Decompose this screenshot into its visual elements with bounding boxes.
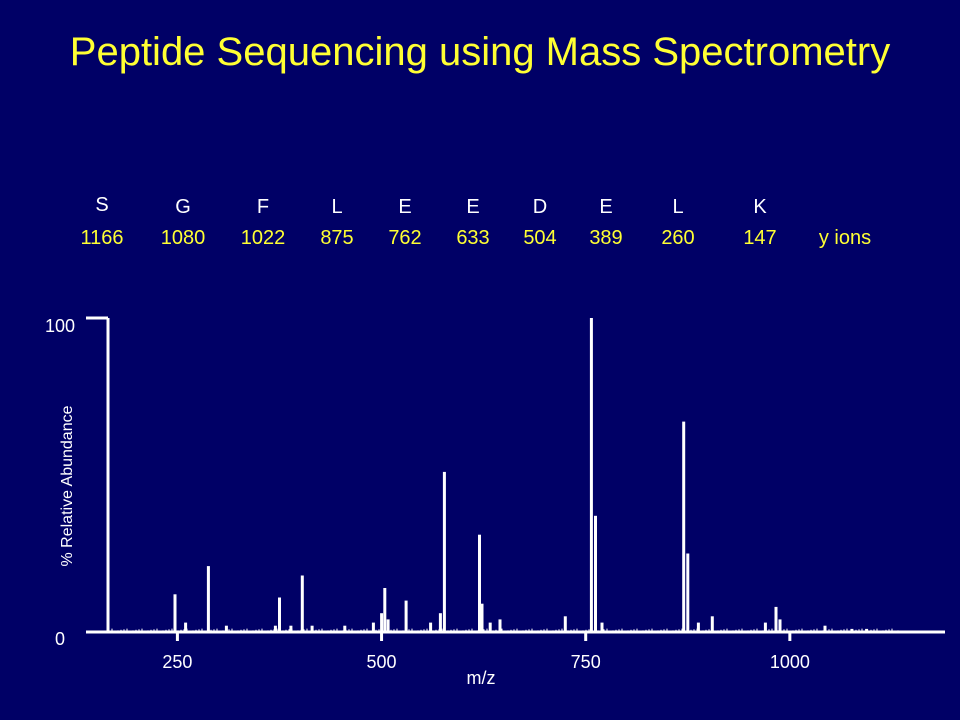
residue-label: S — [95, 194, 108, 216]
y-ion-mass: 504 — [523, 227, 556, 249]
residue-label: G — [175, 196, 191, 218]
y-ion-mass: 147 — [743, 227, 776, 249]
spectrum-peak — [686, 553, 690, 632]
spectrum-peak — [600, 622, 604, 632]
spectrum-peak — [224, 625, 228, 632]
x-axis-label: m/z — [467, 668, 496, 688]
spectrum-peak — [498, 619, 502, 632]
spectrum-peak — [383, 588, 387, 632]
spectrum-peak — [763, 622, 767, 632]
residue-label: E — [599, 196, 612, 218]
spectrum-peak — [480, 603, 484, 632]
spectrum-peak — [682, 421, 686, 632]
spectrum-peak — [429, 622, 433, 632]
spectrum-peak — [478, 534, 481, 632]
y-ion-mass: 260 — [661, 227, 694, 249]
y-ion-mass: 1022 — [241, 227, 286, 249]
spectrum-peak — [865, 628, 869, 632]
spectrum-peaks — [173, 318, 869, 632]
spectrum-peak — [273, 625, 277, 632]
spectrum-peak — [206, 566, 210, 632]
spectrum-peak — [184, 622, 188, 632]
y-ion-mass: 1080 — [161, 227, 206, 249]
x-tick-label: 1000 — [770, 652, 810, 672]
spectrum-peak — [438, 613, 442, 632]
spectrum-peak — [343, 625, 347, 632]
spectrum-peak — [563, 616, 567, 632]
spectrum-peak — [774, 606, 778, 632]
y-ion-mass: 875 — [320, 227, 353, 249]
residue-label: E — [466, 196, 479, 218]
spectrum-peak — [778, 619, 782, 632]
slide-title: Peptide Sequencing using Mass Spectromet… — [69, 30, 891, 74]
spectrum-peak — [589, 318, 593, 632]
x-tick-label: 250 — [162, 652, 192, 672]
residue-label: E — [398, 196, 411, 218]
y-tick-label: 100 — [45, 316, 75, 336]
residue-label: K — [753, 196, 767, 218]
spectrum-peak — [278, 597, 281, 632]
y-ion-mass: 1166 — [80, 227, 123, 249]
spectrum-peak — [371, 622, 375, 632]
spectrum-peak — [310, 625, 314, 632]
residue-label: L — [672, 196, 683, 218]
spectrum-peak — [696, 622, 700, 632]
spectrum-peak — [386, 619, 390, 632]
spectrum-peak — [823, 625, 827, 632]
spectrum-peak — [300, 575, 304, 632]
spectrum-peak — [173, 594, 177, 632]
y-tick-label: 0 — [55, 629, 65, 649]
spectrum-peak — [442, 471, 446, 632]
x-tick-label: 500 — [367, 652, 397, 672]
chart-axes: 0 100 250 500 750 1000 m/z % Relative Abundance — [45, 316, 945, 688]
y-ions-label: y ions — [819, 227, 871, 249]
spectrum-peak — [488, 622, 492, 632]
y-ion-mass: 389 — [589, 227, 622, 249]
spectrum-peak — [380, 613, 384, 632]
y-ion-row: 1166 1080 1022 875 762 633 504 389 260 147 y ions — [80, 227, 871, 249]
spectrum-peak — [850, 628, 854, 632]
spectrum-peak — [289, 625, 293, 632]
spectrum-peak — [404, 600, 408, 632]
y-ion-mass: 633 — [456, 227, 489, 249]
residue-label: F — [257, 196, 269, 218]
x-tick-label: 750 — [571, 652, 601, 672]
residue-label: L — [331, 196, 342, 218]
y-axis-label: % Relative Abundance — [59, 405, 76, 566]
spectrum-peak — [594, 515, 597, 632]
residue-label: D — [533, 196, 547, 218]
spectrum-peak — [710, 616, 714, 632]
y-ion-mass: 762 — [388, 227, 421, 249]
